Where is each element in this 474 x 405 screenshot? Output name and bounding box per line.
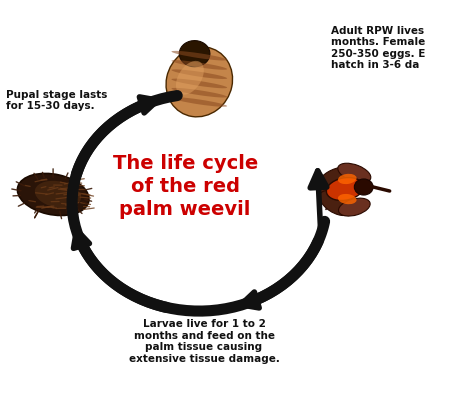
Ellipse shape: [172, 88, 227, 98]
Ellipse shape: [319, 191, 351, 215]
Ellipse shape: [166, 47, 233, 117]
Ellipse shape: [338, 198, 370, 216]
Ellipse shape: [176, 61, 204, 95]
Ellipse shape: [179, 40, 210, 67]
Ellipse shape: [338, 163, 371, 183]
Text: Adult RPW lives
months. Female
250-350 eggs. E
hatch in 3-6 da: Adult RPW lives months. Female 250-350 e…: [331, 26, 426, 70]
Text: Larvae live for 1 to 2
months and feed on the
palm tissue causing
extensive tiss: Larvae live for 1 to 2 months and feed o…: [128, 319, 280, 364]
Ellipse shape: [35, 181, 81, 208]
Ellipse shape: [172, 97, 227, 107]
Ellipse shape: [172, 60, 227, 70]
Ellipse shape: [172, 79, 227, 88]
Ellipse shape: [317, 167, 355, 195]
Ellipse shape: [172, 69, 227, 79]
Text: The life cycle
of the red
palm weevil: The life cycle of the red palm weevil: [112, 154, 258, 219]
Ellipse shape: [338, 174, 356, 184]
Ellipse shape: [18, 173, 89, 215]
Ellipse shape: [338, 194, 356, 204]
Text: Pupal stage lasts
for 15-30 days.: Pupal stage lasts for 15-30 days.: [6, 90, 108, 111]
Ellipse shape: [172, 51, 227, 60]
Circle shape: [355, 179, 373, 195]
Ellipse shape: [327, 177, 364, 200]
